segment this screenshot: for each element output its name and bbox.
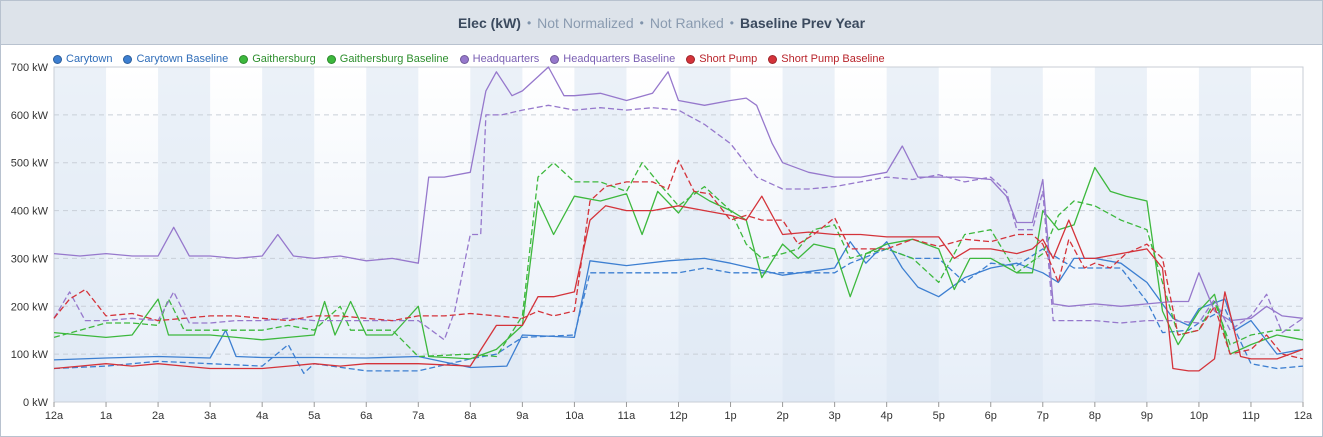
separator-dot: • [729, 15, 734, 30]
legend-item[interactable]: Headquarters [459, 53, 540, 65]
legend-marker-icon [326, 54, 336, 64]
hour-band [886, 67, 939, 402]
x-tick-label: 5p [933, 410, 945, 422]
series-line-short-pump-baseline [53, 159, 1304, 360]
y-tick-label: 700 kW [11, 62, 49, 74]
ranking-option[interactable]: Not Ranked [649, 14, 724, 31]
legend-marker-icon [768, 54, 778, 64]
legend-label: Gaithersburg [252, 53, 316, 65]
metric-title[interactable]: Elec (kW) [457, 14, 521, 31]
separator-dot: • [639, 15, 644, 30]
legend-marker-icon [550, 54, 560, 64]
hour-band [678, 67, 731, 402]
x-tick-label: 4a [256, 410, 269, 422]
legend-item[interactable]: Short Pump [686, 53, 757, 65]
legend-item[interactable]: Carytown Baseline [123, 53, 228, 65]
legend-label: Short Pump [699, 53, 758, 65]
x-tick-label: 12a [45, 410, 64, 422]
series-line-short-pump [53, 195, 1304, 372]
x-tick-label: 4p [881, 410, 893, 422]
series-line-headquarters [53, 66, 1304, 322]
x-tick-label: 9a [516, 410, 529, 422]
x-tick-label: 12a [1294, 410, 1313, 422]
x-tick-label: 8p [1089, 410, 1101, 422]
legend-marker-icon [239, 54, 249, 64]
legend-label: Headquarters Baseline [563, 53, 676, 65]
x-tick-label: 9p [1141, 410, 1153, 422]
legend-item[interactable]: Carytown [53, 53, 112, 65]
hour-band [1198, 67, 1251, 402]
chart-legend: Carytown Carytown Baseline Gaithersburg Gai… [53, 51, 896, 67]
hour-band [1094, 67, 1147, 402]
y-tick-label: 300 kW [11, 253, 49, 265]
y-tick-label: 600 kW [11, 110, 49, 122]
hour-band [574, 67, 627, 402]
y-tick-label: 100 kW [11, 349, 49, 361]
x-tick-label: 10p [1190, 410, 1208, 422]
x-tick-label: 6a [360, 410, 373, 422]
series-line-headquarters-baseline [53, 104, 1304, 341]
x-tick-label: 1a [100, 410, 113, 422]
series-line-carytown [53, 241, 1304, 369]
legend-item[interactable]: Gaithersburg [239, 53, 316, 65]
x-tick-label: 8a [464, 410, 477, 422]
legend-marker-icon [123, 54, 133, 64]
legend-label: Carytown Baseline [136, 53, 229, 65]
legend-marker-icon [686, 54, 696, 64]
legend-item[interactable]: Gaithersburg Baseline [326, 53, 449, 65]
y-tick-label: 0 kW [23, 397, 49, 409]
x-tick-label: 10a [565, 410, 584, 422]
normalization-option[interactable]: Not Normalized [537, 14, 634, 31]
hour-band [262, 67, 315, 402]
x-tick-label: 3p [829, 410, 841, 422]
legend-item[interactable]: Short Pump Baseline [768, 53, 885, 65]
series-line-gaithersburg-baseline [53, 162, 1303, 358]
x-tick-label: 6p [985, 410, 997, 422]
legend-label: Carytown [66, 53, 113, 65]
x-tick-label: 1p [724, 410, 736, 422]
x-tick-label: 11a [618, 410, 636, 422]
hour-band [990, 67, 1043, 402]
x-tick-label: 3a [204, 410, 217, 422]
hour-band [470, 67, 523, 402]
x-tick-label: 7a [412, 410, 425, 422]
x-tick-label: 2p [776, 410, 788, 422]
chart-header: Elec (kW) • Not Normalized • Not Ranked … [1, 1, 1322, 45]
baseline-option[interactable]: Baseline Prev Year [739, 14, 866, 31]
series-line-gaithersburg [53, 166, 1304, 360]
legend-marker-icon [53, 54, 62, 64]
legend-label: Headquarters [472, 53, 540, 65]
hour-band [782, 67, 835, 402]
x-tick-label: 5a [308, 410, 321, 422]
legend-item[interactable]: Headquarters Baseline [550, 53, 675, 65]
separator-dot: • [526, 15, 532, 30]
legend-label: Gaithersburg Baseline [339, 53, 449, 65]
y-tick-label: 200 kW [11, 301, 49, 313]
x-tick-label: 2a [152, 410, 165, 422]
hour-band [54, 67, 107, 402]
series-line-carytown-baseline [53, 248, 1304, 374]
y-tick-label: 500 kW [11, 158, 49, 170]
hour-band [158, 67, 211, 402]
hour-band [366, 67, 419, 402]
y-tick-label: 400 kW [11, 206, 49, 218]
x-tick-label: 7p [1037, 410, 1049, 422]
x-tick-label: 12p [669, 410, 687, 422]
legend-marker-icon [459, 54, 469, 64]
legend-label: Short Pump Baseline [781, 53, 885, 65]
x-tick-label: 11p [1242, 410, 1260, 422]
